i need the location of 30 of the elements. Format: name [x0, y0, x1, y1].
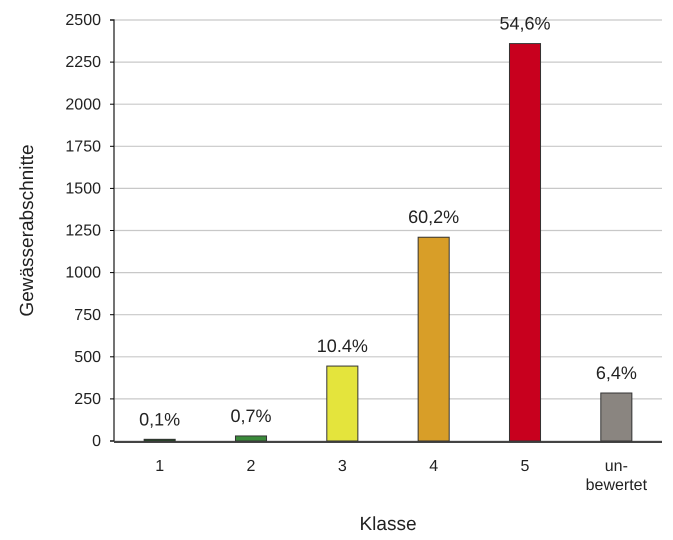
x-tick-label: 2: [246, 458, 256, 475]
annotation: 54,6%: [499, 14, 551, 34]
y-tick-label: 500: [74, 348, 102, 366]
y-axis-title: Gewässerabschnitte: [17, 144, 38, 317]
x-tick-label: 1: [155, 458, 164, 475]
x-tick-label: 3: [338, 458, 347, 475]
y-tick-label: 0: [92, 433, 102, 450]
y-tick-label: 2250: [65, 54, 102, 72]
annotation: 10.4%: [316, 336, 368, 356]
y-tick-label: 2000: [65, 96, 102, 114]
x-tick-label: 5: [520, 458, 530, 475]
y-tick-label: 1750: [65, 138, 102, 156]
y-tick-label: 250: [74, 391, 102, 408]
bar: [600, 392, 632, 442]
annotation: 60,2%: [408, 207, 460, 228]
annotation: 6,4%: [596, 363, 637, 384]
y-tick-label: 1500: [65, 180, 102, 198]
y-tick-label: 750: [74, 306, 102, 324]
bar: [508, 43, 542, 442]
y-tick-label: 1000: [65, 264, 102, 282]
x-tick-label: 4: [429, 458, 438, 475]
x-tick-label: un- bewertet: [586, 458, 648, 494]
x-axis-title: Klasse: [359, 514, 417, 535]
bar: [234, 435, 268, 442]
annotation: 0,1%: [139, 409, 180, 430]
y-tick-label: 1250: [65, 222, 102, 240]
y-tick-label: 2500: [65, 12, 102, 30]
bar: [326, 366, 358, 442]
bar: [418, 236, 450, 442]
annotation: 0,7%: [230, 406, 272, 426]
